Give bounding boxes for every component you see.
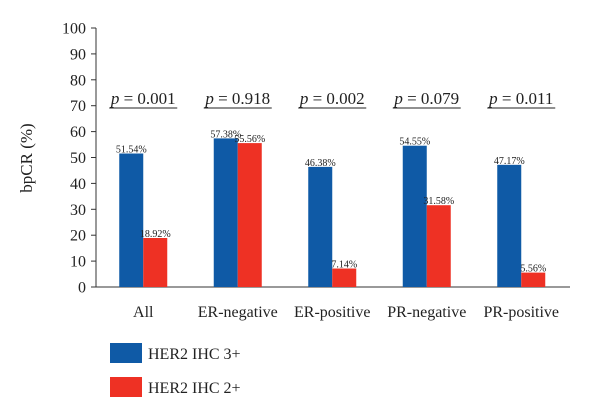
y-tick-label: 0 [78, 280, 86, 297]
data-label: 47.17% [494, 156, 525, 167]
data-label: 57.38% [210, 129, 241, 140]
y-tick-label: 40 [70, 176, 86, 193]
bar [308, 166, 333, 287]
x-axis: All ER-negative ER-positive PR-negative PR-p… [96, 286, 570, 321]
y-tick-label: 50 [70, 150, 86, 167]
legend: HER2 IHC 3+ HER2 IHC 2+ [110, 343, 241, 397]
bar [119, 153, 144, 287]
p-value-label: p = 0.918 [204, 89, 270, 108]
x-tick-label: All [133, 304, 154, 321]
data-labels: 51.54% 18.92% 57.38%55.56% 46.38% 7.14% 54.55… [116, 129, 546, 274]
data-label: 5.56% [520, 264, 546, 275]
x-tick-label: PR-positive [483, 304, 559, 321]
bar [497, 164, 522, 287]
data-label: 18.92% [140, 229, 171, 240]
bar [237, 143, 262, 287]
legend-swatch [110, 377, 142, 397]
bar [143, 237, 168, 287]
x-tick-label: ER-negative [198, 304, 278, 321]
p-value-annotations: p = 0.001 p = 0.918 p = 0.002 p = 0.079 p = … [109, 89, 556, 109]
y-tick-label: 10 [70, 254, 86, 271]
data-label: 54.55% [399, 137, 430, 148]
y-axis: 0 10 20 30 40 50 60 70 80 90 100 [62, 21, 97, 297]
bar [521, 272, 546, 287]
p-value-label: p = 0.011 [488, 89, 553, 108]
y-tick-label: 20 [70, 228, 86, 245]
y-tick-label: 100 [62, 21, 86, 38]
y-tick-label: 90 [70, 46, 86, 63]
bar [332, 268, 357, 287]
data-label: 51.54% [116, 145, 147, 156]
bars [119, 138, 546, 287]
y-tick-label: 30 [70, 202, 86, 219]
bar [402, 145, 427, 287]
x-tick-label: ER-positive [294, 304, 370, 321]
data-label: 31.58% [423, 196, 454, 207]
y-tick-label: 60 [70, 124, 86, 141]
bar [426, 205, 451, 287]
x-tick-label: PR-negative [387, 304, 466, 321]
data-label: 46.38% [305, 158, 336, 169]
p-value-label: p = 0.079 [393, 89, 459, 108]
y-axis-title: bpCR (%) [17, 123, 36, 192]
data-label: 55.56% [234, 134, 265, 145]
y-tick-label: 70 [70, 98, 86, 115]
bar [213, 138, 238, 287]
legend-label: HER2 IHC 3+ [148, 346, 241, 363]
legend-label: HER2 IHC 2+ [148, 380, 241, 397]
p-value-label: p = 0.001 [110, 89, 176, 108]
p-value-label: p = 0.002 [299, 89, 365, 108]
legend-swatch [110, 343, 142, 363]
y-tick-label: 80 [70, 72, 86, 89]
data-label: 7.14% [331, 260, 357, 271]
